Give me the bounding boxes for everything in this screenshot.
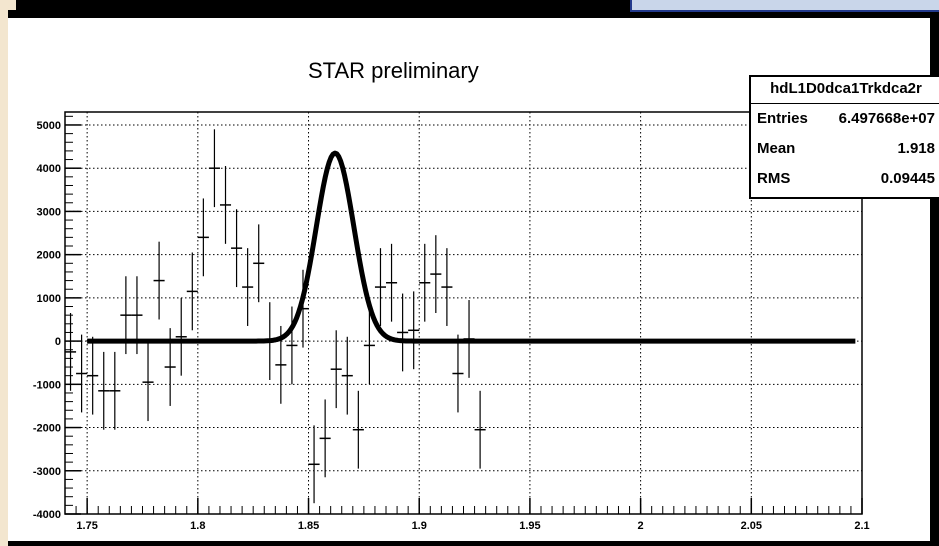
data-point xyxy=(153,241,165,320)
stats-row-mean: Mean 1.918 xyxy=(751,134,939,164)
data-point xyxy=(341,336,353,415)
y-tick-label: -2000 xyxy=(33,423,61,435)
data-point xyxy=(231,209,243,288)
data-points xyxy=(65,129,486,504)
data-point xyxy=(474,390,486,469)
data-point xyxy=(386,243,398,322)
x-tick-label: 1.75 xyxy=(76,520,97,532)
stats-value: 1.918 xyxy=(897,140,935,157)
data-point xyxy=(98,351,110,430)
x-tick-label: 2 xyxy=(638,520,644,532)
star-preliminary-label: STAR preliminary xyxy=(308,58,479,83)
grid-lines xyxy=(65,112,862,514)
y-tick-label: 4000 xyxy=(37,163,61,175)
data-point xyxy=(242,248,254,326)
data-point xyxy=(374,248,387,326)
y-tick-label: -3000 xyxy=(33,466,61,478)
x-tick-label: 1.95 xyxy=(519,520,540,532)
data-point xyxy=(441,248,453,326)
fit-curve xyxy=(86,150,856,344)
y-tick-label: -4000 xyxy=(33,509,61,521)
plot-canvas: -4000 -3000 -2000 -1000 0 1000 2000 3000 4000 500… xyxy=(8,18,939,541)
stats-value: 0.09445 xyxy=(880,170,935,187)
data-point xyxy=(330,330,342,409)
y-tick-label: 5000 xyxy=(37,120,61,132)
y-tick-label: 0 xyxy=(55,336,61,348)
histogram-chart: -4000 -3000 -2000 -1000 0 1000 2000 3000 4000 500… xyxy=(33,111,870,532)
data-point xyxy=(76,334,88,413)
data-point xyxy=(253,224,265,303)
y-tick-label: 1000 xyxy=(37,293,61,305)
slide-background-corner xyxy=(0,0,16,10)
data-point xyxy=(197,198,209,277)
stats-box: hdL1D0dca1Trkdca2r Entries 6.497668e+07 … xyxy=(749,75,939,199)
fit-layer xyxy=(86,150,856,344)
data-point xyxy=(109,351,121,430)
data-point xyxy=(208,129,220,208)
y-tick-label: 2000 xyxy=(37,250,61,262)
plot-frame xyxy=(64,111,863,515)
data-point xyxy=(219,166,232,244)
data-point xyxy=(363,306,375,385)
data-point xyxy=(65,313,77,391)
data-point xyxy=(419,243,431,322)
data-point xyxy=(186,252,198,331)
data-point xyxy=(352,390,364,469)
x-tick-label: 1.9 xyxy=(412,520,427,532)
y-tick-label: 3000 xyxy=(37,206,61,218)
slide-background-left xyxy=(0,10,8,546)
data-point xyxy=(308,425,320,504)
stats-label: Entries xyxy=(757,110,808,127)
stats-row-entries: Entries 6.497668e+07 xyxy=(751,104,939,134)
data-point xyxy=(408,291,420,370)
y-tick-label: -1000 xyxy=(33,379,61,391)
stats-row-rms: RMS 0.09445 xyxy=(751,164,939,194)
data-point xyxy=(175,297,187,376)
x-tick-label: 1.85 xyxy=(298,520,319,532)
data-point xyxy=(452,334,464,413)
stats-label: RMS xyxy=(757,170,791,187)
x-tick-label: 2.05 xyxy=(741,520,762,532)
stats-title: hdL1D0dca1Trkdca2r xyxy=(751,77,939,104)
stats-label: Mean xyxy=(757,140,796,157)
slide-top-panel xyxy=(630,0,939,12)
data-point xyxy=(319,399,331,478)
x-tick-label: 2.1 xyxy=(854,520,869,532)
data-point xyxy=(142,343,154,422)
data-point xyxy=(87,336,99,415)
data-point xyxy=(286,306,298,385)
axes: -4000 -3000 -2000 -1000 0 1000 2000 3000 4000 500… xyxy=(33,115,870,532)
data-point xyxy=(430,235,442,313)
x-tick-label: 1.8 xyxy=(190,520,205,532)
stats-value: 6.497668e+07 xyxy=(838,110,935,127)
data-point xyxy=(397,293,409,372)
